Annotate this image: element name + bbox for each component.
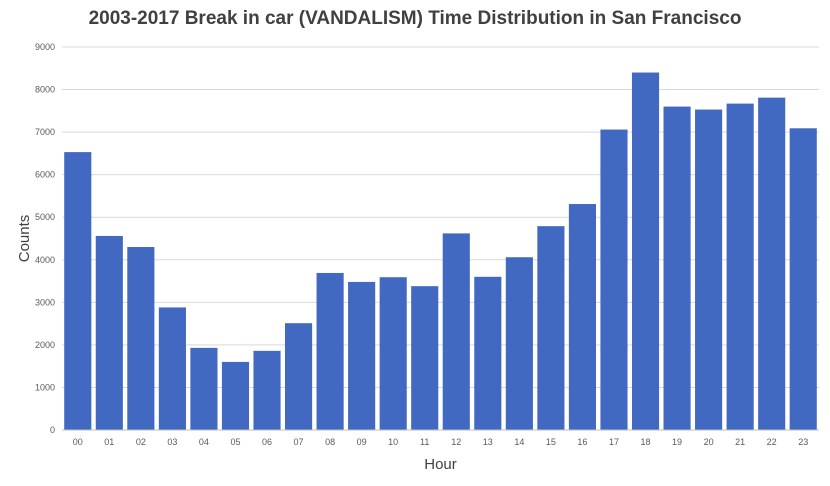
y-tick-label: 2000 — [35, 340, 55, 350]
x-tick-label: 10 — [388, 437, 398, 447]
x-tick-label: 08 — [325, 437, 335, 447]
x-tick-label: 17 — [609, 437, 619, 447]
y-axis-title: Counts — [16, 215, 33, 263]
bar-21 — [726, 103, 754, 431]
y-tick-label: 4000 — [35, 255, 55, 265]
x-tick-label: 12 — [451, 437, 461, 447]
y-tick-label: 0 — [50, 425, 55, 435]
x-tick-label: 20 — [704, 437, 714, 447]
x-tick-label: 19 — [672, 437, 682, 447]
x-tick-label: 02 — [136, 437, 146, 447]
bar-19 — [663, 106, 691, 431]
bar-11 — [411, 286, 439, 430]
y-tick-label: 3000 — [35, 297, 55, 307]
y-tick-label: 5000 — [35, 212, 55, 222]
x-tick-label: 11 — [420, 437, 429, 447]
y-tick-label: 1000 — [35, 382, 55, 392]
x-axis-title: Hour — [424, 456, 457, 473]
bar-22 — [758, 97, 786, 430]
gridlines — [62, 46, 819, 388]
bar-20 — [695, 109, 723, 430]
bar-00 — [64, 152, 92, 430]
x-tick-label: 00 — [73, 437, 83, 447]
bar-01 — [95, 235, 123, 430]
bar-16 — [568, 204, 597, 430]
x-tick-label: 22 — [767, 437, 777, 447]
x-tick-label: 04 — [199, 437, 209, 447]
bar-15 — [537, 226, 565, 430]
bar-04 — [190, 347, 218, 430]
y-tick-label: 7000 — [35, 127, 55, 137]
bar-07 — [284, 323, 313, 430]
x-tick-label: 21 — [735, 437, 745, 447]
x-tick-label: 06 — [262, 437, 272, 447]
bar-12 — [442, 233, 470, 430]
bars — [64, 72, 817, 431]
x-axis-ticks: 00 01 02 03 04 05 06 07 08 09 10 11 12 13 14 15 16 17 18 19… — [73, 437, 808, 447]
x-tick-label: 16 — [577, 437, 587, 447]
bar-14 — [505, 257, 533, 430]
x-tick-label: 23 — [798, 437, 808, 447]
bar-09 — [348, 281, 376, 430]
bar-02 — [127, 247, 155, 430]
x-tick-label: 14 — [514, 437, 524, 447]
x-tick-label: 07 — [294, 437, 304, 447]
y-tick-label: 6000 — [35, 170, 55, 180]
y-tick-label: 9000 — [35, 42, 55, 52]
bar-03 — [158, 307, 186, 430]
x-tick-label: 03 — [167, 437, 177, 447]
x-tick-label: 01 — [104, 437, 114, 447]
bar-10 — [379, 277, 407, 430]
bar-17 — [600, 129, 628, 430]
bar-08 — [316, 272, 344, 430]
x-tick-label: 18 — [641, 437, 651, 447]
x-tick-label: 05 — [230, 437, 240, 447]
bar-06 — [253, 350, 281, 430]
bar-05 — [221, 361, 250, 430]
x-tick-label: 09 — [357, 437, 367, 447]
y-tick-label: 8000 — [35, 85, 55, 95]
x-tick-label: 15 — [546, 437, 556, 447]
bar-18 — [631, 72, 660, 431]
y-axis-ticks: 0 1000 2000 3000 4000 5000 6000 7000 8000 9000 — [35, 42, 55, 435]
chart-title: 2003-2017 Break in car (VANDALISM) Time … — [88, 8, 742, 29]
bar-13 — [474, 276, 502, 430]
bar-23 — [789, 128, 817, 430]
x-tick-label: 13 — [483, 437, 493, 447]
